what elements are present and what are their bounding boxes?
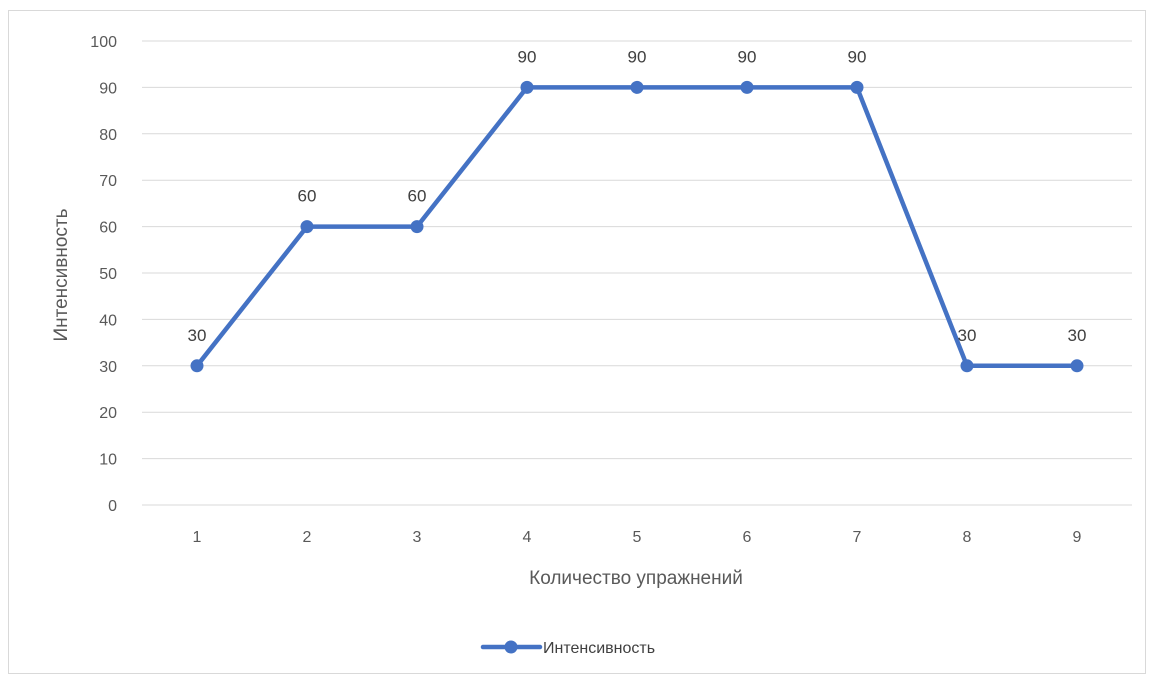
- data-point: [1070, 359, 1084, 373]
- data-label: 30: [958, 326, 977, 345]
- legend-dot-marker: [504, 640, 518, 654]
- legend: Интенсивность: [480, 640, 655, 657]
- y-tick-label: 40: [99, 312, 117, 329]
- y-tick-label: 10: [99, 452, 117, 469]
- series-layer: [190, 80, 1084, 373]
- data-label: 90: [738, 47, 757, 66]
- data-label: 60: [298, 187, 317, 206]
- data-label: 30: [1068, 326, 1087, 345]
- x-axis-title: Количество упражнений: [529, 568, 743, 589]
- data-label: 30: [188, 326, 207, 345]
- x-tick-label: 8: [963, 529, 972, 546]
- data-point: [520, 80, 534, 94]
- y-tick-label: 70: [99, 173, 117, 190]
- y-tick-label: 90: [99, 80, 117, 97]
- data-label: 90: [628, 47, 647, 66]
- y-tick-label: 50: [99, 266, 117, 283]
- x-tick-label: 7: [853, 529, 862, 546]
- y-tick-label: 80: [99, 127, 117, 144]
- x-tick-label: 1: [193, 529, 202, 546]
- x-tick-label: 6: [743, 529, 752, 546]
- x-tick-label: 2: [303, 529, 312, 546]
- legend-entry-label: Интенсивность: [543, 640, 655, 657]
- y-tick-label: 60: [99, 220, 117, 237]
- data-label: 60: [408, 187, 427, 206]
- y-tick-label: 0: [108, 498, 117, 515]
- x-tick-label: 3: [413, 529, 422, 546]
- y-axis-ticks: 0 10 20 30 40 50 60 70 80 90 100: [90, 34, 117, 515]
- y-axis-title: Интенсивность: [51, 208, 72, 341]
- data-point: [300, 220, 314, 234]
- data-label: 90: [848, 47, 867, 66]
- x-tick-label: 5: [633, 529, 642, 546]
- data-point: [190, 359, 204, 373]
- x-tick-label: 9: [1073, 529, 1082, 546]
- x-tick-label: 4: [523, 529, 532, 546]
- data-labels: 30 60 60 90 90 90 90 30 30: [188, 47, 1087, 344]
- data-point: [630, 80, 644, 94]
- data-point: [410, 220, 424, 234]
- y-tick-label: 20: [99, 405, 117, 422]
- y-tick-label: 100: [90, 34, 117, 51]
- y-tick-label: 30: [99, 359, 117, 376]
- data-point: [960, 359, 974, 373]
- x-axis-ticks: 1 2 3 4 5 6 7 8 9: [193, 529, 1082, 546]
- gridlines: [142, 40, 1132, 506]
- data-point: [850, 80, 864, 94]
- data-point: [740, 80, 754, 94]
- data-label: 90: [518, 47, 537, 66]
